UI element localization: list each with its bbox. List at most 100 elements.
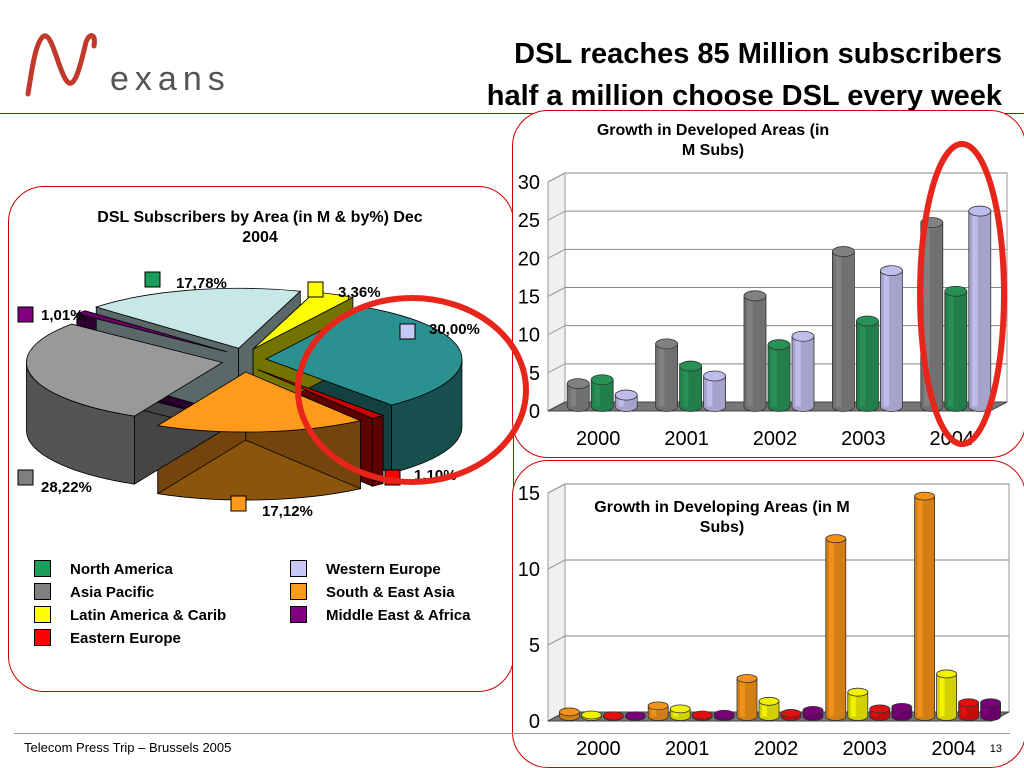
bar-top xyxy=(736,674,758,683)
bar-top xyxy=(825,534,847,544)
pie-label-swatch xyxy=(230,495,247,512)
bar-highlight xyxy=(706,375,713,407)
bar-highlight xyxy=(762,701,767,717)
pie-chart-title-line1: DSL Subscribers by Area (in M & by%) Dec xyxy=(97,209,423,226)
legend-label: Eastern Europe xyxy=(70,630,181,647)
bar-highlight xyxy=(795,336,801,407)
slide-title-line2: half a million choose DSL every week xyxy=(486,80,1002,112)
bar-highlight xyxy=(828,538,834,717)
bar-top xyxy=(780,709,802,718)
legend-label: North America xyxy=(70,561,173,578)
y-tick-label: 5 xyxy=(529,363,540,385)
gridline-depth xyxy=(547,210,566,221)
gridline-depth xyxy=(547,635,566,646)
bar-highlight xyxy=(917,496,923,717)
y-tick-label: 10 xyxy=(518,559,540,581)
pie-legend: North America Asia Pacific Latin America… xyxy=(34,560,504,660)
bar-top xyxy=(743,290,767,302)
bar-top xyxy=(968,205,992,217)
developing-chart-title-line1: Growth in Developing Areas (in M xyxy=(594,499,850,516)
bar-highlight xyxy=(924,222,930,407)
x-tick-label: 2001 xyxy=(665,738,710,760)
bar-top xyxy=(920,217,944,228)
developed-chart-title-line2: M Subs) xyxy=(681,142,745,159)
bar-highlight xyxy=(658,343,665,407)
legend-swatch xyxy=(34,583,51,600)
bar-highlight xyxy=(894,707,900,717)
y-tick-label: 0 xyxy=(529,401,540,423)
pie-slice-label: 28,22% xyxy=(41,479,92,496)
bar-top xyxy=(832,246,855,257)
bar-highlight xyxy=(835,251,842,407)
legend-label: Asia Pacific xyxy=(70,584,155,601)
bar-top xyxy=(647,701,669,711)
slide-title-line1: DSL reaches 85 Million subscribers xyxy=(514,38,1002,70)
y-tick-label: 5 xyxy=(529,635,540,657)
bar-top xyxy=(767,339,791,351)
legend-label: Middle East & Africa xyxy=(326,607,471,624)
bar-top xyxy=(944,285,968,297)
pie-slice-label: 17,12% xyxy=(262,503,313,520)
y-tick-label: 20 xyxy=(518,248,540,270)
developing-chart-title-line2: Subs) xyxy=(699,519,745,536)
bar-top xyxy=(581,710,602,720)
bar-top xyxy=(566,378,590,390)
bar-body xyxy=(655,343,678,412)
nexans-logo: exans xyxy=(25,33,225,98)
x-tick-label: 2000 xyxy=(576,428,621,450)
bar-highlight xyxy=(682,366,689,407)
y-tick-label: 10 xyxy=(518,325,540,347)
page-number: 13 xyxy=(989,743,1002,755)
legend-swatch xyxy=(34,560,51,577)
x-tick-label: 2004 xyxy=(930,428,975,450)
legend-swatch xyxy=(290,606,307,623)
x-tick-label: 2003 xyxy=(841,428,886,450)
title-divider xyxy=(0,113,1024,114)
legend-label: Western Europe xyxy=(326,561,441,578)
pie-label-swatch xyxy=(17,306,34,323)
developed-chart-title-line1: Growth in Developed Areas (in xyxy=(596,122,830,139)
bar-highlight xyxy=(771,344,777,407)
bar-top xyxy=(559,707,580,717)
bar-highlight xyxy=(618,395,624,407)
y-tick-label: 25 xyxy=(518,210,540,232)
y-tick-label: 15 xyxy=(518,483,540,505)
bar-highlight xyxy=(850,692,856,717)
bar-highlight xyxy=(883,270,890,407)
developing-chart-title: Growth in Developing Areas (in M Subs) xyxy=(544,498,900,538)
x-tick-label: 2000 xyxy=(576,738,621,760)
bar-highlight xyxy=(961,702,967,717)
bar-highlight xyxy=(594,379,600,407)
pie-chart-title-line2: 2004 xyxy=(242,229,278,246)
x-tick-label: 2003 xyxy=(843,738,888,760)
bar-top xyxy=(703,370,726,382)
bar-top xyxy=(936,669,957,679)
x-tick-label: 2002 xyxy=(754,738,799,760)
legend-label: Latin America & Carib xyxy=(70,607,227,624)
gridline-depth xyxy=(547,363,566,374)
developing-bar-chart: 0 5 10 15 2000 2001 2002 2003 2004 xyxy=(518,483,1010,760)
bar-top xyxy=(980,698,1001,708)
pie-label-swatch xyxy=(144,271,161,288)
x-tick-label: 2004 xyxy=(931,738,976,760)
bar-highlight xyxy=(740,678,745,717)
bar-highlight xyxy=(939,673,945,717)
legend-swatch xyxy=(34,606,51,623)
bar-top xyxy=(655,338,678,350)
legend-label: South & East Asia xyxy=(326,584,455,601)
bar-top xyxy=(847,687,869,697)
bar-top xyxy=(590,374,614,386)
bar-highlight xyxy=(983,702,989,717)
bar-highlight xyxy=(570,383,576,407)
pie-slice-middle-east-africa xyxy=(75,310,228,353)
bar-top xyxy=(669,704,691,714)
pie-slice-asia-pacific xyxy=(26,323,224,417)
bar-highlight xyxy=(651,705,657,717)
gridline-depth xyxy=(547,559,566,570)
bar-top xyxy=(713,709,735,719)
gridline-depth xyxy=(547,325,566,336)
pie-slice-north-america xyxy=(94,287,302,349)
y-tick-label: 15 xyxy=(518,287,540,309)
bar-highlight xyxy=(747,295,753,407)
bar-highlight xyxy=(972,211,978,407)
